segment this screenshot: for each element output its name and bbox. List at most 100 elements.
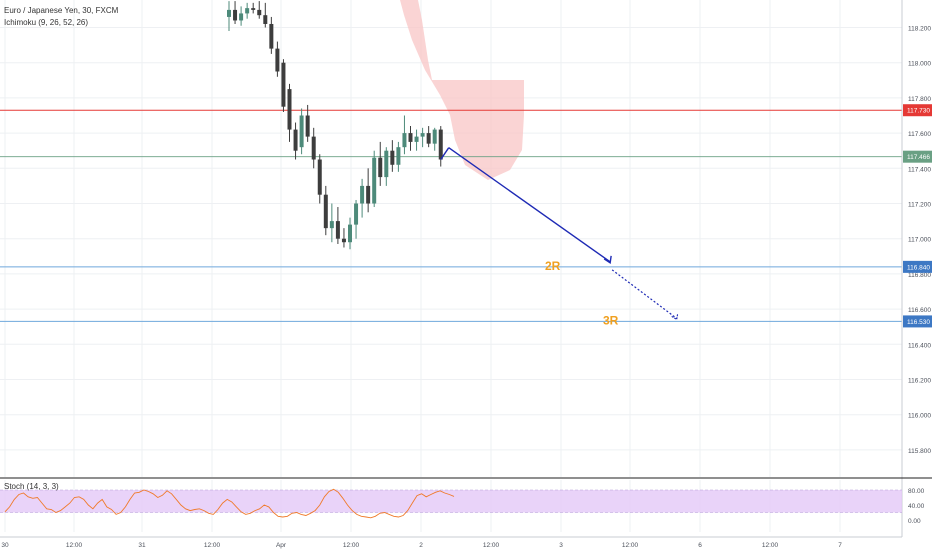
candle-body — [305, 115, 310, 137]
target-2r-tag-label: 116.840 — [907, 264, 930, 271]
ichimoku-cloud — [400, 0, 524, 180]
resistance-tag — [903, 104, 932, 117]
candle — [390, 140, 395, 172]
candle-body — [329, 221, 334, 229]
chart-header: Euro / Japanese Yen, 30, FXCM Ichimoku (… — [4, 5, 118, 29]
stoch-y-tick-label: 0.00 — [908, 518, 921, 525]
candle — [402, 115, 407, 155]
candle-body — [263, 15, 268, 24]
candle — [245, 2, 250, 19]
candle — [396, 141, 401, 172]
stoch-label: Stoch (14, 3, 3) — [4, 482, 59, 491]
x-tick-label: 12:00 — [483, 542, 500, 549]
candle — [227, 1, 231, 32]
candle-body — [348, 224, 352, 243]
candle — [384, 147, 389, 186]
projection-arrow — [448, 147, 611, 263]
y-tick-label: 117.000 — [908, 237, 931, 244]
candle — [311, 127, 316, 169]
projection-dotted-head — [671, 313, 679, 321]
candle-body — [384, 150, 389, 178]
candle — [348, 217, 352, 250]
projection-arrowhead — [603, 255, 612, 265]
y-tick-label: 116.600 — [908, 307, 931, 314]
candle-body — [390, 150, 395, 165]
y-tick-label: 116.000 — [908, 413, 931, 420]
candle-body — [341, 238, 346, 243]
candle-body — [317, 159, 322, 195]
candle — [366, 168, 371, 213]
candle — [233, 1, 238, 24]
y-tick-label: 118.000 — [908, 61, 931, 68]
y-tick-label: 115.800 — [908, 448, 931, 455]
candle — [305, 104, 310, 142]
candle-body — [245, 8, 250, 14]
candle — [275, 41, 280, 77]
candle-body — [239, 13, 244, 21]
stoch-line — [4, 488, 455, 519]
x-tick-label: 31 — [138, 542, 146, 549]
x-tick-label: 12:00 — [622, 542, 639, 549]
candle-body — [414, 136, 419, 142]
x-tick-label: 12:00 — [343, 542, 360, 549]
stoch-band — [0, 490, 902, 513]
candle-body — [372, 157, 377, 204]
y-tick-label: 116.400 — [908, 342, 931, 349]
candle — [281, 59, 286, 112]
candle — [335, 207, 340, 244]
x-tick-label: 12:00 — [66, 542, 83, 549]
candle — [438, 126, 443, 167]
candle-body — [233, 9, 238, 21]
candle-body — [323, 194, 328, 229]
x-tick-label: 12:00 — [762, 542, 779, 549]
indicator-label: Ichimoku (9, 26, 52, 26) — [4, 18, 89, 27]
candle-body — [281, 62, 286, 107]
candle-body — [432, 129, 437, 144]
candle — [360, 178, 365, 218]
candle — [269, 16, 274, 54]
candle — [263, 2, 268, 28]
candle — [420, 127, 425, 148]
current-tag — [903, 150, 932, 163]
candle-body — [360, 185, 365, 204]
y-tick-label: 116.800 — [908, 272, 931, 279]
y-tick-label: 116.200 — [908, 378, 931, 385]
candle — [293, 122, 298, 160]
candle-body — [335, 221, 340, 239]
y-tick-label: 117.600 — [908, 131, 931, 138]
candle — [341, 228, 346, 248]
candle-body — [366, 185, 371, 204]
candle-body — [354, 203, 359, 225]
candle-body — [378, 157, 383, 178]
x-tick-label: 6 — [698, 542, 702, 549]
candle-body — [438, 129, 443, 160]
candle — [299, 108, 304, 155]
candle — [354, 199, 359, 239]
y-tick-label: 118.200 — [908, 26, 931, 33]
candle-body — [299, 115, 304, 148]
target-2r-tag — [903, 260, 932, 273]
candle — [432, 127, 437, 151]
candle-body — [420, 133, 425, 137]
candle — [329, 203, 334, 243]
x-tick-label: 30 — [1, 542, 9, 549]
candle-body — [311, 136, 316, 160]
candle — [372, 150, 377, 208]
candle-body — [275, 48, 280, 72]
candle — [414, 129, 419, 151]
symbol-title: Euro / Japanese Yen, 30, FXCM — [4, 6, 119, 15]
candle — [251, 2, 256, 14]
candle-body — [293, 129, 298, 151]
resistance-tag-label: 117.730 — [907, 108, 930, 115]
candle-body — [396, 147, 401, 165]
stoch-y-tick-label: 40.00 — [908, 503, 925, 510]
stoch-y-tick-label: 80.00 — [908, 488, 925, 495]
target-3r-label: 3R — [603, 313, 619, 327]
y-tick-label: 117.200 — [908, 202, 931, 209]
y-tick-label: 117.400 — [908, 166, 931, 173]
candle — [408, 126, 413, 151]
candle — [239, 6, 244, 26]
projection-dotted — [611, 269, 678, 319]
candle-body — [269, 23, 274, 49]
